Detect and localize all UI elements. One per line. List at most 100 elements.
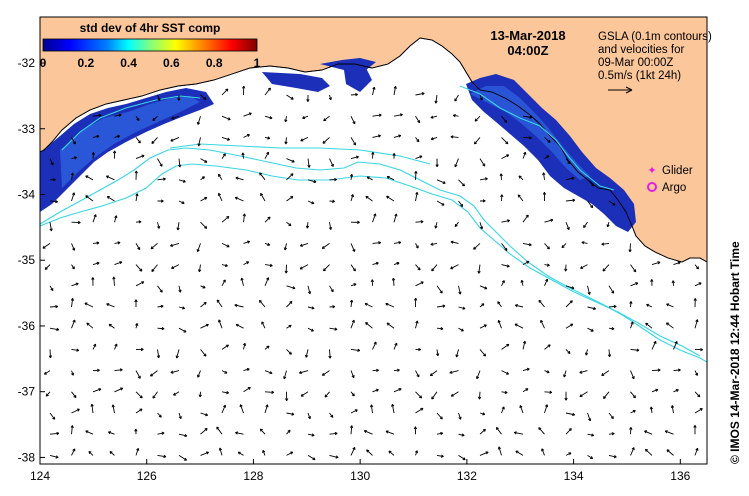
velocity-arrow (243, 386, 251, 393)
velocity-arrow (522, 367, 530, 372)
velocity-arrow (694, 447, 699, 456)
velocity-arrow (108, 323, 115, 329)
velocity-arrow (544, 218, 554, 223)
velocity-arrow (242, 342, 247, 350)
velocity-arrow (479, 177, 488, 181)
velocity-arrow (391, 277, 396, 286)
velocity-arrow (328, 349, 332, 359)
velocity-arrow (157, 177, 166, 181)
velocity-arrow (48, 349, 53, 359)
velocity-arrow (450, 240, 459, 244)
velocity-arrow (321, 243, 330, 249)
velocity-arrow (666, 303, 674, 308)
velocity-arrow (393, 368, 400, 372)
velocity-arrow (264, 345, 270, 350)
x-tick-label: 134 (564, 469, 584, 483)
velocity-arrow (329, 412, 334, 418)
velocity-arrow (694, 370, 698, 376)
velocity-arrow (522, 260, 530, 265)
velocity-arrow (200, 323, 209, 329)
velocity-arrow (372, 341, 377, 350)
colorbar-tick: 0 (40, 56, 47, 70)
velocity-arrow (435, 349, 440, 357)
velocity-arrow (324, 391, 330, 398)
velocity-arrow (479, 199, 486, 203)
velocity-arrow (135, 137, 141, 144)
velocity-arrow (157, 285, 163, 293)
velocity-arrow (584, 349, 589, 356)
velocity-arrow (198, 264, 202, 273)
velocity-arrow (436, 304, 446, 308)
velocity-arrow (258, 299, 266, 308)
plot-frame (39, 16, 708, 465)
colorbar-bar (42, 38, 258, 52)
velocity-arrow (602, 264, 610, 272)
velocity-arrow (264, 404, 269, 414)
velocity-arrow (49, 285, 54, 291)
velocity-arrow (71, 220, 81, 225)
velocity-arrow (393, 134, 402, 138)
velocity-arrow (694, 391, 701, 398)
velocity-arrow (221, 242, 230, 248)
colorbar-title: std dev of 4hr SST comp (80, 21, 221, 35)
velocity-arrow (200, 176, 205, 181)
velocity-arrow (92, 368, 100, 372)
velocity-arrow (284, 264, 288, 274)
velocity-arrow (156, 349, 161, 359)
velocity-arrow (135, 115, 140, 122)
velocity-arrow (651, 261, 661, 266)
velocity-arrow (70, 425, 74, 435)
velocity-arrow (365, 195, 373, 202)
velocity-arrow (587, 285, 591, 295)
velocity-arrow (564, 264, 568, 272)
velocity-arrow (200, 285, 206, 289)
velocity-arrow (501, 370, 510, 375)
velocity-arrow (221, 344, 229, 350)
velocity-arrow (651, 388, 659, 393)
velocity-arrow (608, 285, 615, 294)
velocity-arrow (372, 86, 376, 96)
velocity-arrow (157, 94, 161, 102)
velocity-arrow (86, 322, 94, 329)
velocity-arrow (92, 343, 97, 350)
velocity-arrow (49, 431, 60, 436)
velocity-arrow (514, 323, 524, 329)
velocity-arrow (583, 221, 588, 228)
velocity-arrow (449, 370, 459, 374)
velocity-arrow (581, 241, 588, 245)
velocity-arrow (135, 243, 141, 251)
velocity-arrow (321, 370, 330, 376)
velocity-arrow (177, 94, 181, 101)
velocity-arrow (221, 263, 228, 268)
velocity-arrow (322, 137, 330, 144)
velocity-arrow (497, 446, 502, 456)
velocity-arrow (565, 158, 571, 165)
velocity-arrow (307, 455, 316, 461)
velocity-arrow (474, 115, 481, 122)
velocity-arrow (178, 179, 186, 183)
y-tick-label: -37 (18, 385, 36, 399)
timestamp-date: 13-Mar-2018 (490, 28, 565, 43)
velocity-arrow (479, 158, 486, 167)
velocity-arrow (544, 370, 550, 374)
velocity-arrow (501, 243, 508, 251)
colorbar-tick: 0.4 (120, 56, 137, 70)
velocity-arrow (329, 158, 334, 167)
velocity-arrow (630, 348, 640, 352)
velocity-arrow (112, 150, 117, 159)
velocity-arrow (694, 408, 703, 414)
velocity-arrow (307, 179, 317, 184)
velocity-arrow (580, 264, 588, 269)
velocity-arrow (350, 391, 355, 397)
velocity-arrow (517, 194, 524, 202)
velocity-arrow (114, 261, 123, 266)
velocity-arrow (644, 430, 653, 435)
velocity-arrow (178, 158, 182, 168)
velocity-arrow (565, 198, 576, 202)
velocity-arrow (479, 412, 486, 416)
velocity-arrow (450, 391, 459, 397)
velocity-arrow (90, 403, 94, 414)
velocity-arrow (134, 170, 138, 180)
x-tick-label: 128 (243, 469, 263, 483)
velocity-arrow (286, 221, 292, 227)
